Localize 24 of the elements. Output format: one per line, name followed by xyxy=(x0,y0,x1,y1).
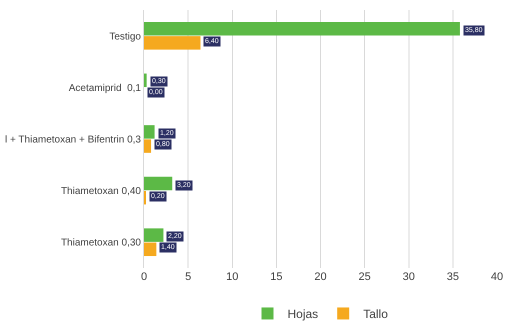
x-tick-label: 40 xyxy=(490,271,504,283)
bar xyxy=(144,242,156,256)
x-tick-label: 20 xyxy=(314,271,327,283)
x-tick-label: 30 xyxy=(402,271,415,283)
y-tick-label: Thiametoxan 0,30 xyxy=(60,238,142,249)
x-tick-label: 35 xyxy=(446,271,460,283)
bar xyxy=(144,74,147,88)
legend-label: Hojas xyxy=(288,307,318,322)
x-tick-label: 25 xyxy=(358,271,371,283)
x-tick-label: 0 xyxy=(140,271,148,283)
x-tick-label: 15 xyxy=(270,271,283,283)
legend-label: Tallo xyxy=(363,307,388,322)
y-tick-label: l + Thiametoxan + Bifentrin 0,3 xyxy=(4,134,142,146)
bar xyxy=(144,125,155,139)
bar xyxy=(144,228,164,242)
bar xyxy=(144,36,200,50)
x-tick-label: 5 xyxy=(185,271,192,283)
y-tick-label: Thiametoxan 0,40 xyxy=(60,186,142,198)
y-tick-label: Testigo xyxy=(109,31,142,42)
x-tick-label: 10 xyxy=(226,271,238,283)
y-tick-label: Acetamiprid 0,1 xyxy=(68,82,142,94)
bar xyxy=(144,22,460,36)
bar xyxy=(144,139,152,153)
bar xyxy=(144,176,172,190)
